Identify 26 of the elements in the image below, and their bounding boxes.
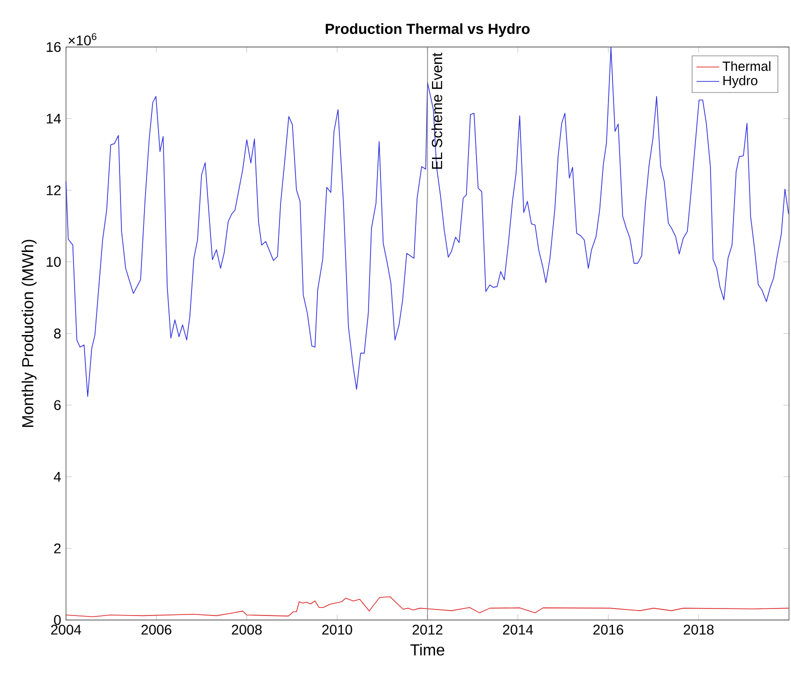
x-tick-label: 2016 — [593, 624, 624, 635]
x-tick-label: 2010 — [322, 624, 352, 635]
x-axis-title: Time — [410, 644, 444, 656]
y-tick-label: 6 — [54, 400, 61, 410]
y-tick-label: 12 — [46, 185, 61, 196]
y-axis-title: Monthly Production (MWh) — [22, 240, 37, 427]
x-tick-label: 2008 — [232, 624, 262, 635]
y-tick-label: 0 — [54, 615, 61, 625]
line-series — [66, 596, 789, 618]
y-tick-label: 8 — [54, 328, 61, 338]
y-tick-label: 10 — [46, 256, 61, 267]
legend-label: Thermal — [722, 61, 770, 71]
ref-line-label: EL Scheme Event — [431, 52, 442, 169]
legend-label: Hydro — [723, 76, 758, 88]
y-tick-label: 16 — [46, 42, 61, 52]
x-tick-label: 2014 — [503, 624, 534, 635]
y-tick-label: 14 — [46, 114, 61, 124]
line-series — [66, 46, 789, 397]
x-tick-label: 2018 — [684, 624, 714, 635]
x-tick-label: 2012 — [412, 624, 442, 635]
text: ×10$^{6}$ — [68, 33, 96, 46]
y-tick-label: 4 — [54, 472, 61, 482]
chart-title: Production Thermal vs Hydro — [326, 23, 530, 37]
x-tick-label: 2004 — [51, 624, 82, 635]
x-tick-label: 2006 — [142, 624, 172, 635]
y-tick-label: 2 — [54, 543, 61, 554]
